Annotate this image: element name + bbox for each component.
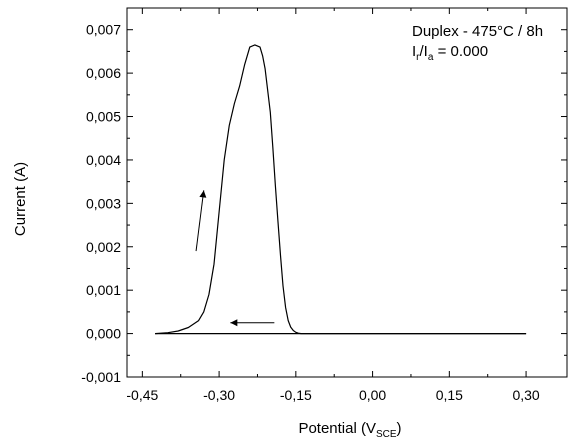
x-tick-label: 0,30: [512, 387, 539, 403]
y-tick-label: 0,005: [86, 109, 121, 125]
x-axis-label-suffix: ): [397, 420, 402, 437]
annotation-value: = 0.000: [433, 43, 488, 60]
x-axis-label: Potential (VSCE): [298, 420, 401, 440]
annotation-slash-i: /I: [420, 43, 428, 60]
arrow-head: [199, 190, 207, 198]
y-tick-label: 0,007: [86, 22, 121, 38]
y-tick-label: 0,004: [86, 152, 121, 168]
series-line: [155, 44, 527, 335]
annotation-line1: Duplex - 475°C / 8h: [412, 23, 543, 40]
x-tick-label: -0,30: [203, 387, 235, 403]
y-tick-label: 0,003: [86, 195, 121, 211]
plot-frame: [126, 7, 568, 378]
y-tick-label: 0,006: [86, 65, 121, 81]
x-axis-label-main: Potential: [298, 420, 356, 437]
x-tick-label: 0,00: [359, 387, 386, 403]
annotation-sub-a: a: [428, 52, 434, 63]
annotation-sub-r: r: [416, 52, 420, 63]
scan-direction-arrow: [195, 190, 205, 252]
x-axis-label-prefix: (V: [361, 420, 376, 437]
y-tick-label: -0,001: [81, 369, 121, 385]
arrow-head: [230, 319, 238, 327]
annotation-line2: Ir/Ia = 0.000: [412, 43, 488, 63]
x-tick-label: -0,45: [126, 387, 158, 403]
y-tick-label: 0,000: [86, 326, 121, 342]
annotation-i-r: I: [412, 43, 416, 60]
x-tick-label: -0,15: [280, 387, 312, 403]
x-axis-label-sub: SCE: [376, 429, 397, 440]
y-axis-label: Current (A): [12, 162, 29, 236]
x-tick-label: 0,15: [436, 387, 463, 403]
y-tick-label: 0,002: [86, 239, 121, 255]
y-tick-label: 0,001: [86, 282, 121, 298]
